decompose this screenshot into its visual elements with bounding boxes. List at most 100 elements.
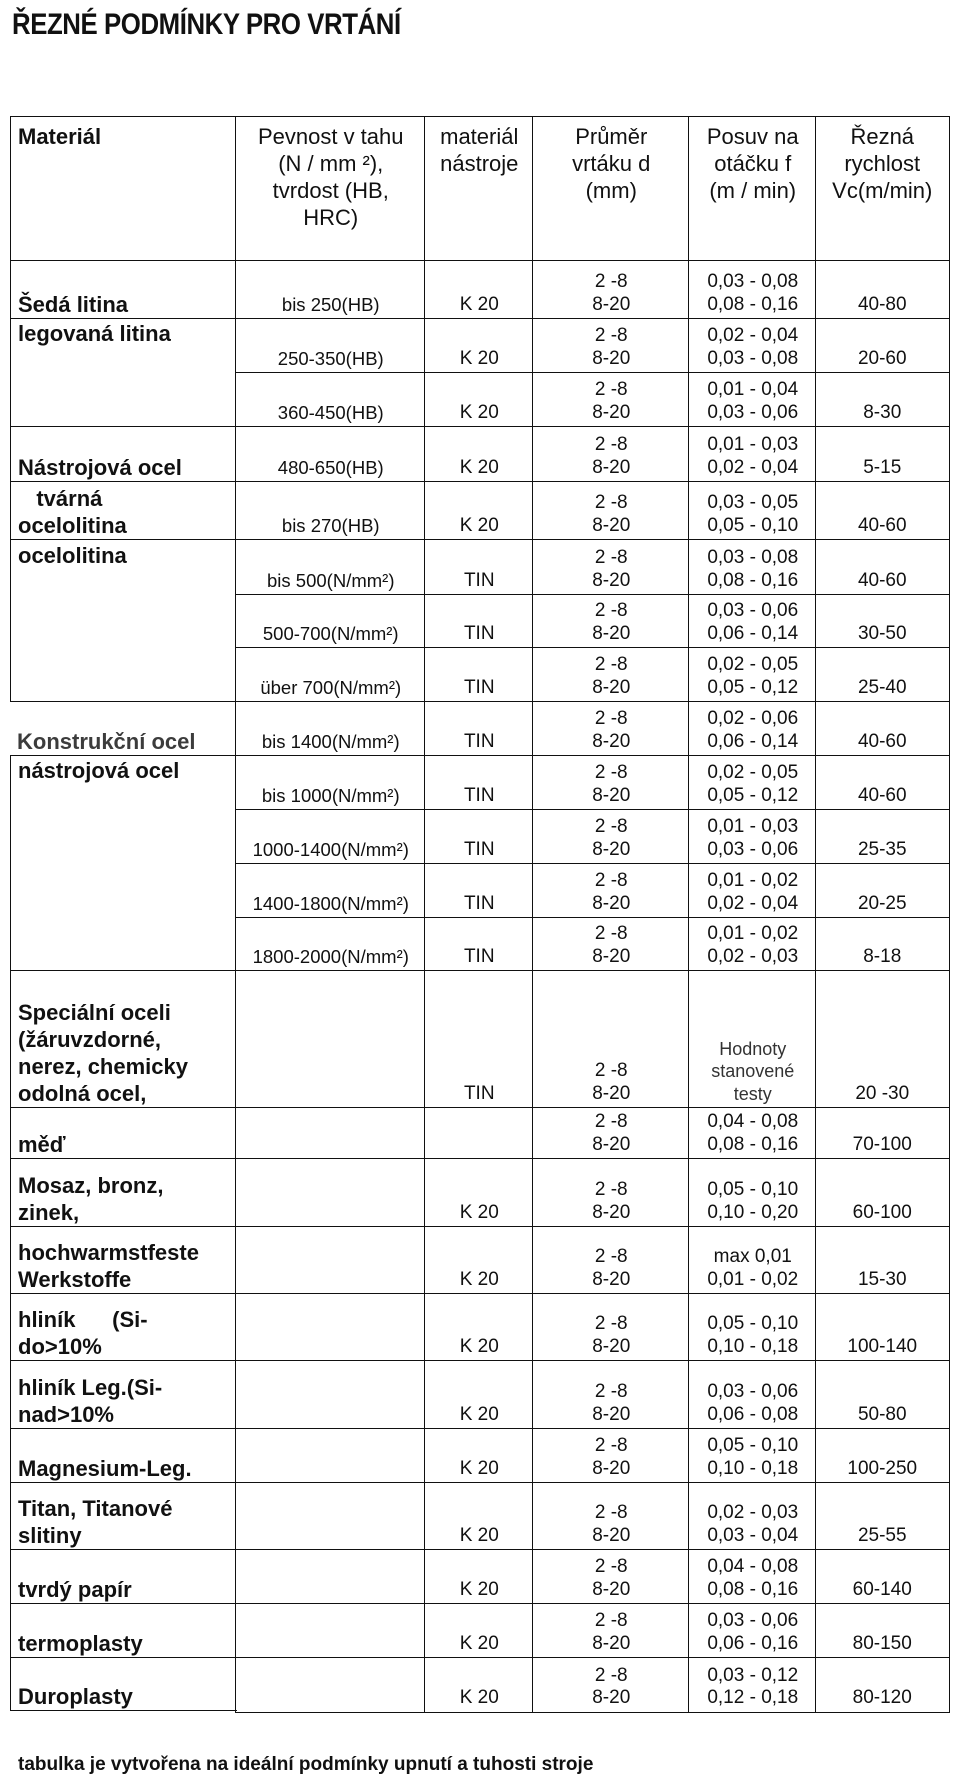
cell-feed: 0,02 - 0,04 0,03 - 0,08: [688, 318, 817, 372]
cell-strength: 250-350(HB): [235, 318, 426, 372]
material-name: nad>10%: [18, 1402, 114, 1427]
diameter-value: 8-20: [592, 1201, 631, 1223]
speed-value: 25-40: [857, 676, 907, 698]
tool-value: K 20: [459, 1335, 499, 1357]
header-text: Pevnost v tahu: [257, 124, 404, 149]
speed-value: 20 -30: [855, 1082, 910, 1104]
tool-value: K 20: [459, 1687, 499, 1708]
cell-speed: 25-35: [815, 809, 950, 863]
tool-value: TIN: [463, 622, 495, 644]
tool-value: TIN: [463, 892, 495, 914]
cell-strength: bis 500(N/mm²): [235, 539, 426, 594]
strength-value: bis 1400(N/mm²): [261, 730, 400, 752]
diameter-value: 2 -8: [594, 1502, 628, 1523]
cell-speed: 50-80: [815, 1360, 950, 1428]
feed-value: 0,01 - 0,02: [707, 1268, 799, 1290]
diameter-value: 8-20: [592, 945, 631, 967]
feed-value: 0,01 - 0,02: [707, 923, 799, 944]
header-text: Vc(m/min): [832, 178, 933, 203]
diameter-value: 2 -8: [594, 271, 628, 292]
cell-diameter: 2 -8 8-20: [532, 647, 690, 701]
cell-speed: 5-15: [815, 426, 950, 481]
cell-tool: K 20: [424, 1158, 534, 1226]
material-name: Šedá litina: [18, 292, 129, 317]
feed-value: Hodnoty: [719, 1038, 787, 1059]
cell-diameter: 2 -8 8-20: [532, 1226, 690, 1293]
tool-value: TIN: [463, 838, 495, 860]
cell-speed: 30-50: [815, 594, 950, 647]
header-text: otáčku f: [714, 151, 792, 176]
header-material: Materiál: [10, 116, 237, 260]
diameter-value: 2 -8: [594, 1435, 628, 1456]
feed-value: 0,05 - 0,12: [707, 676, 799, 698]
cell-speed: 100-250: [815, 1428, 950, 1482]
speed-value: 40-60: [857, 514, 907, 536]
cell-strength: 480-650(HB): [235, 426, 426, 481]
speed-value: 80-120: [852, 1687, 912, 1708]
speed-value: 30-50: [857, 622, 907, 644]
diameter-value: 2 -8: [594, 870, 628, 891]
diameter-value: 8-20: [592, 514, 631, 536]
cell-speed: 25-55: [815, 1482, 950, 1549]
diameter-value: 8-20: [592, 1524, 631, 1546]
cell-speed: 8-30: [815, 372, 950, 426]
strength-value: 1400-1800(N/mm²): [252, 892, 409, 914]
material-name: měď: [18, 1132, 66, 1157]
speed-value: 100-250: [847, 1457, 918, 1479]
strength-value: 1000-1400(N/mm²): [252, 838, 409, 860]
feed-value: 0,10 - 0,20: [707, 1201, 799, 1223]
cell-feed: 0,04 - 0,08 0,08 - 0,16: [688, 1107, 817, 1158]
cell-diameter: 2 -8 8-20: [532, 539, 690, 594]
cell-diameter: 2 -8 8-20: [532, 481, 690, 539]
material-cell: hochwarmstfeste Werkstoffe: [10, 1226, 237, 1293]
material-cell: termoplasty: [10, 1603, 237, 1657]
feed-value: 0,05 - 0,10: [707, 514, 799, 536]
material-name: nástrojová ocel: [18, 758, 180, 783]
diameter-value: 2 -8: [594, 547, 628, 568]
cell-speed: 40-60: [815, 755, 950, 809]
diameter-value: 2 -8: [594, 1060, 628, 1081]
material-cell: měď: [10, 1107, 237, 1158]
diameter-value: 8-20: [592, 1335, 631, 1357]
material-cell: tvrdý papír: [10, 1549, 237, 1603]
cell-feed: 0,02 - 0,05 0,05 - 0,12: [688, 647, 817, 701]
feed-value: 0,04 - 0,08: [707, 1111, 799, 1132]
material-name: legovaná litina: [18, 321, 171, 346]
strength-value: 250-350(HB): [277, 347, 384, 369]
cell-diameter: 2 -8 8-20: [532, 701, 690, 755]
feed-value: 0,08 - 0,16: [707, 569, 799, 591]
cell-strength: bis 1000(N/mm²): [235, 755, 426, 809]
tool-value: K 20: [459, 1403, 499, 1425]
tool-value: TIN: [463, 784, 495, 806]
cell-diameter: 2 -8 8-20: [532, 863, 690, 917]
tool-value: K 20: [459, 1632, 499, 1654]
feed-value: 0,08 - 0,16: [707, 1133, 799, 1155]
material-name: Konstrukční ocel: [17, 729, 196, 754]
cell-diameter: 2 -8 8-20: [532, 1549, 690, 1603]
cell-tool: TIN: [424, 917, 534, 970]
cell-tool: K 20: [424, 260, 534, 318]
diameter-value: 8-20: [592, 622, 631, 644]
tool-value: K 20: [459, 1578, 499, 1600]
feed-value: 0,06 - 0,08: [707, 1403, 799, 1425]
cell-strength: [235, 1603, 426, 1657]
header-text: Materiál: [18, 124, 102, 149]
feed-value: 0,03 - 0,12: [707, 1664, 799, 1686]
tool-value: K 20: [459, 293, 499, 315]
diameter-value: 8-20: [592, 784, 631, 806]
diameter-value: 2 -8: [594, 816, 628, 837]
cell-speed: 60-100: [815, 1158, 950, 1226]
strength-value: bis 250(HB): [281, 293, 380, 315]
material-name: hliník (Si-: [18, 1307, 148, 1332]
header-text: tvrdost (HB,: [272, 178, 389, 203]
diameter-value: 8-20: [592, 838, 631, 860]
cell-feed: max 0,01 0,01 - 0,02: [688, 1226, 817, 1293]
cell-tool: K 20: [424, 1657, 534, 1713]
speed-value: 8-30: [863, 401, 902, 423]
feed-value: 0,06 - 0,14: [707, 730, 799, 752]
tool-value: K 20: [459, 401, 499, 423]
feed-value: 0,05 - 0,10: [707, 1313, 799, 1334]
cell-strength: [235, 1360, 426, 1428]
cell-tool: K 20: [424, 372, 534, 426]
diameter-value: 2 -8: [594, 1664, 628, 1686]
